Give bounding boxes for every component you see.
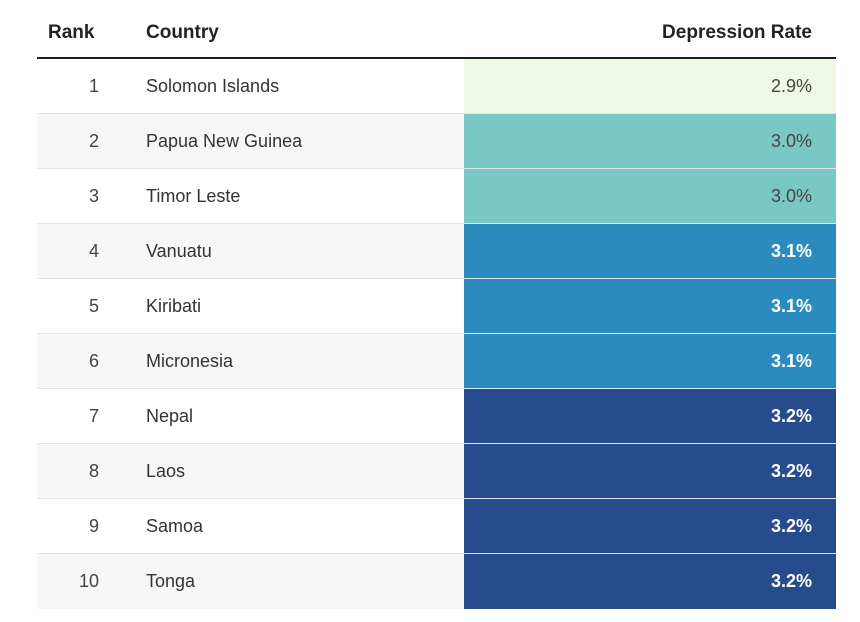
depression-rate-cell: 3.0% <box>464 114 836 168</box>
table-header: Rank Country Depression Rate <box>37 0 836 59</box>
country-cell: Timor Leste <box>146 185 241 206</box>
rank-cell: 5 <box>88 295 99 316</box>
rank-cell: 4 <box>88 240 99 261</box>
depression-rate-cell: 3.1% <box>464 279 836 333</box>
table-row: 7 Nepal 3.2% <box>37 389 836 444</box>
depression-rate-cell: 3.2% <box>464 389 836 443</box>
table-row: 1 Solomon Islands 2.9% <box>37 59 836 114</box>
rank-cell: 6 <box>88 350 99 371</box>
country-cell: Solomon Islands <box>146 75 280 96</box>
depression-rate-column-header[interactable]: Depression Rate <box>662 22 812 43</box>
depression-rate-cell: 3.2% <box>464 554 836 609</box>
table-row: 2 Papua New Guinea 3.0% <box>37 114 836 169</box>
rank-cell: 2 <box>88 130 99 151</box>
country-cell: Papua New Guinea <box>146 130 303 151</box>
rank-cell: 8 <box>88 460 99 481</box>
depression-rate-cell: 3.0% <box>464 169 836 223</box>
rank-column-header[interactable]: Rank <box>48 22 95 43</box>
depression-rate-cell: 3.2% <box>464 499 836 553</box>
table-row: 8 Laos 3.2% <box>37 444 836 499</box>
table-row: 5 Kiribati 3.1% <box>37 279 836 334</box>
rank-cell: 9 <box>88 515 99 536</box>
rank-cell: 7 <box>88 405 99 426</box>
country-cell: Vanuatu <box>146 240 212 261</box>
table-row: 10 Tonga 3.2% <box>37 554 836 609</box>
table-row: 6 Micronesia 3.1% <box>37 334 836 389</box>
country-cell: Kiribati <box>146 295 202 316</box>
table-row: 3 Timor Leste 3.0% <box>37 169 836 224</box>
depression-rate-cell: 2.9% <box>464 59 836 113</box>
depression-rate-cell: 3.1% <box>464 224 836 278</box>
table-body: 1 Solomon Islands 2.9% 2 Papua New Guinea 3.0… <box>37 59 836 609</box>
rank-cell: 1 <box>88 75 99 96</box>
country-cell: Micronesia <box>146 350 234 371</box>
country-cell: Laos <box>146 460 186 481</box>
depression-rate-table: Rank Country Depression Rate 1 Solomon Is… <box>37 0 836 609</box>
depression-rate-cell: 3.1% <box>464 334 836 388</box>
country-cell: Samoa <box>146 515 204 536</box>
table-row: 9 Samoa 3.2% <box>37 499 836 554</box>
country-cell: Nepal <box>146 405 194 426</box>
depression-rate-cell: 3.2% <box>464 444 836 498</box>
country-cell: Tonga <box>146 571 196 591</box>
rank-cell: 10 <box>78 571 99 591</box>
rank-cell: 3 <box>88 185 99 206</box>
table-row: 4 Vanuatu 3.1% <box>37 224 836 279</box>
country-column-header[interactable]: Country <box>146 22 219 43</box>
